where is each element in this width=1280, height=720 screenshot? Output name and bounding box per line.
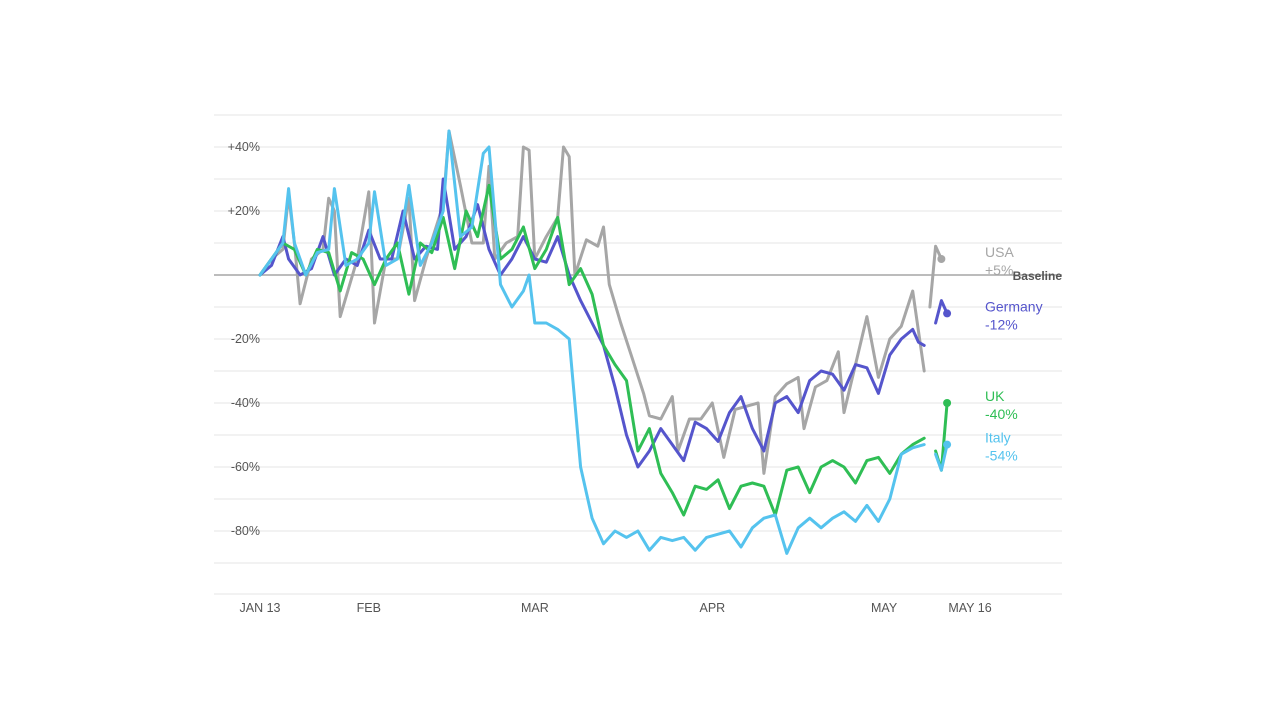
x-tick-label: MAY 16 bbox=[948, 601, 991, 615]
series-line-uk bbox=[258, 183, 926, 517]
series-trail-germany bbox=[934, 299, 949, 325]
series-value-uk: -40% bbox=[985, 406, 1018, 422]
series-end-dot-uk bbox=[943, 399, 952, 407]
x-axis-ticks: JAN 13 FEB MAR APR MAY MAY 16 bbox=[240, 601, 992, 615]
series-name-italy: Italy bbox=[985, 430, 1011, 446]
x-tick-label: MAY bbox=[871, 601, 898, 615]
x-tick-label: JAN 13 bbox=[240, 601, 281, 615]
series-lines bbox=[258, 129, 952, 555]
series-trail-usa bbox=[928, 244, 943, 309]
series-line-italy bbox=[258, 129, 926, 555]
series-name-germany: Germany bbox=[985, 298, 1043, 314]
x-tick-label: APR bbox=[699, 601, 725, 615]
series-line-germany bbox=[258, 177, 926, 469]
baseline-label: Baseline bbox=[1013, 269, 1063, 283]
series-value-italy: -54% bbox=[985, 448, 1018, 464]
y-tick-label: -20% bbox=[231, 332, 260, 346]
series-end-dot-usa bbox=[937, 255, 946, 263]
series-value-usa: +5% bbox=[985, 262, 1013, 278]
y-axis-ticks: +40% +20% -20% -40% -60% -80% bbox=[228, 140, 260, 538]
x-tick-label: MAR bbox=[521, 601, 549, 615]
x-tick-label: FEB bbox=[357, 601, 381, 615]
y-tick-label: +20% bbox=[228, 204, 260, 218]
series-trail-italy bbox=[934, 443, 949, 472]
series-end-labels: USA +5% Germany -12% UK -40% Italy -54% Baseline bbox=[985, 244, 1062, 464]
y-tick-label: -60% bbox=[231, 460, 260, 474]
y-tick-label: -80% bbox=[231, 524, 260, 538]
series-end-dot-germany bbox=[943, 309, 952, 318]
series-name-usa: USA bbox=[985, 244, 1014, 260]
y-tick-label: +40% bbox=[228, 140, 260, 154]
series-line-usa bbox=[258, 129, 926, 475]
gridlines bbox=[214, 114, 1062, 595]
series-end-dot-italy bbox=[943, 440, 952, 449]
series-name-uk: UK bbox=[985, 388, 1005, 404]
y-tick-label: -40% bbox=[231, 396, 260, 410]
series-value-germany: -12% bbox=[985, 316, 1018, 332]
